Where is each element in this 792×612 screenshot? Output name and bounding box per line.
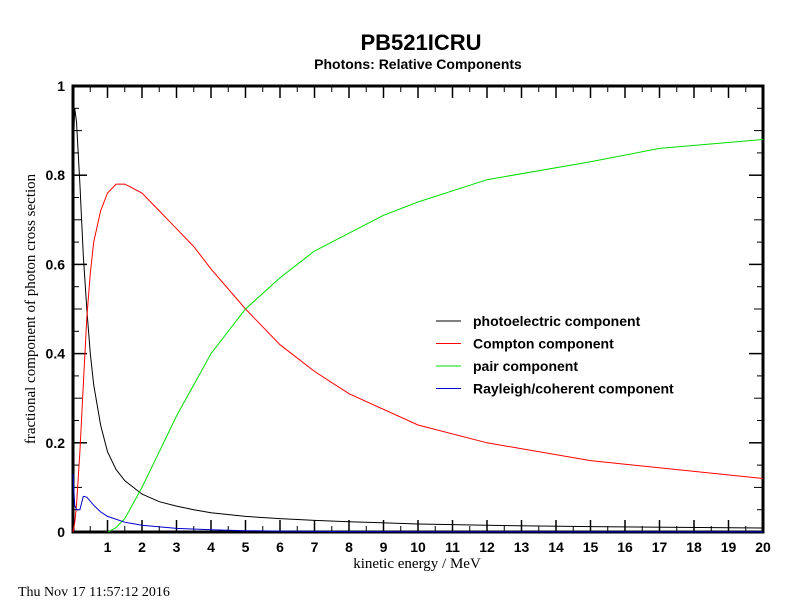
series-line-rayleigh-coherent-component <box>72 473 763 533</box>
chart-title: PB521ICRU <box>360 30 481 55</box>
y-tick-label: 0.6 <box>46 256 66 272</box>
legend: photoelectric component Compton component… <box>436 313 674 397</box>
plot-frame <box>71 84 765 534</box>
x-tick-label: 4 <box>207 539 215 555</box>
y-axis-ticks: 0 0.2 0.4 0.6 0.8 1 <box>46 78 763 540</box>
x-tick-label: 6 <box>276 539 284 555</box>
x-axis-ticks: 1 2 3 4 5 6 7 8 9 10 11 12 13 14 15 16 17 18 19 20 <box>89 86 771 555</box>
x-tick-label: 3 <box>173 539 181 555</box>
x-tick-label: 19 <box>721 539 737 555</box>
x-tick-label: 18 <box>686 539 702 555</box>
legend-label-pair-component: pair component <box>473 358 578 374</box>
x-tick-label: 7 <box>311 539 319 555</box>
x-tick-label: 9 <box>380 539 388 555</box>
x-tick-label: 8 <box>345 539 353 555</box>
x-tick-label: 1 <box>104 539 112 555</box>
x-tick-label: 13 <box>514 539 530 555</box>
timestamp: Thu Nov 17 11:57:12 2016 <box>18 585 170 600</box>
x-tick-label: 10 <box>410 539 426 555</box>
y-tick-label: 1 <box>57 78 65 94</box>
x-tick-label: 20 <box>755 539 771 555</box>
series-line-photoelectric-component <box>73 108 764 529</box>
y-tick-label: 0.2 <box>46 435 66 451</box>
x-tick-label: 12 <box>479 539 495 555</box>
x-tick-label: 2 <box>138 539 146 555</box>
x-tick-label: 16 <box>617 539 633 555</box>
y-tick-label: 0.8 <box>46 167 66 183</box>
series-line-pair-component <box>107 139 764 533</box>
legend-label-compton-component: Compton component <box>473 336 614 352</box>
legend-label-photoelectric-component: photoelectric component <box>473 313 641 329</box>
x-tick-label: 5 <box>242 539 250 555</box>
x-axis-label: kinetic energy / MeV <box>353 556 481 572</box>
x-tick-label: 11 <box>445 539 460 555</box>
chart-subtitle: Photons: Relative Components <box>314 56 522 72</box>
y-tick-label: 0.4 <box>46 346 66 362</box>
x-tick-label: 14 <box>548 539 564 555</box>
data-series <box>72 108 764 533</box>
legend-label-rayleigh-coherent-component: Rayleigh/coherent component <box>473 381 674 397</box>
x-tick-label: 17 <box>652 539 668 555</box>
y-axis-label: fractional component of photon cross sec… <box>23 173 39 444</box>
y-tick-label: 0 <box>57 524 65 540</box>
series-line-compton-component <box>72 183 764 533</box>
x-tick-label: 15 <box>583 539 599 555</box>
